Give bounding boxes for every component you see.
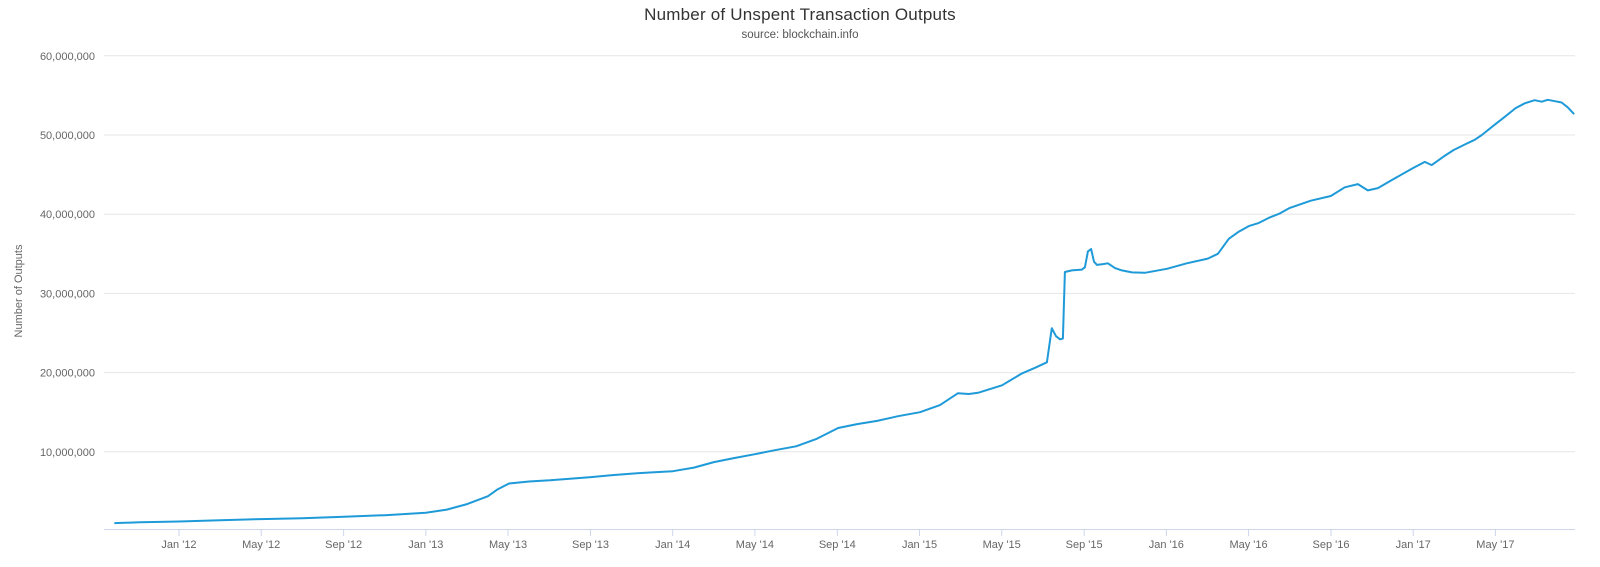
x-tick-label: May '12	[242, 539, 280, 551]
x-tick-label: Jan '15	[902, 539, 937, 551]
series-line	[114, 98, 1575, 525]
x-tick-label: Jan '16	[1149, 539, 1184, 551]
y-tick-label: 60,000,000	[40, 51, 95, 63]
x-tick-label: Sep '16	[1313, 539, 1350, 551]
x-tick-label: Jan '17	[1396, 539, 1431, 551]
y-tick-label: 30,000,000	[40, 288, 95, 300]
x-tick-label: Sep '13	[572, 539, 609, 551]
chart-subtitle: source: blockchain.info	[741, 29, 859, 41]
x-tick-label: May '16	[1229, 539, 1267, 551]
y-tick-label: 20,000,000	[40, 368, 95, 380]
x-tick-label: May '15	[983, 539, 1021, 551]
x-tick-label: May '14	[736, 539, 774, 551]
x-tick-label: Jan '12	[161, 539, 196, 551]
y-tick-label: 50,000,000	[40, 130, 95, 142]
chart-title: Number of Unspent Transaction Outputs	[644, 5, 956, 24]
x-tick-label: Jan '14	[655, 539, 690, 551]
x-tick-label: Sep '15	[1066, 539, 1103, 551]
x-tick-label: May '17	[1476, 539, 1514, 551]
x-tick-label: Sep '12	[325, 539, 362, 551]
x-tick-label: Sep '14	[819, 539, 856, 551]
x-tick-label: Jan '13	[408, 539, 443, 551]
x-tick-label: May '13	[489, 539, 527, 551]
y-tick-label: 40,000,000	[40, 209, 95, 221]
y-tick-label: 10,000,000	[40, 447, 95, 459]
